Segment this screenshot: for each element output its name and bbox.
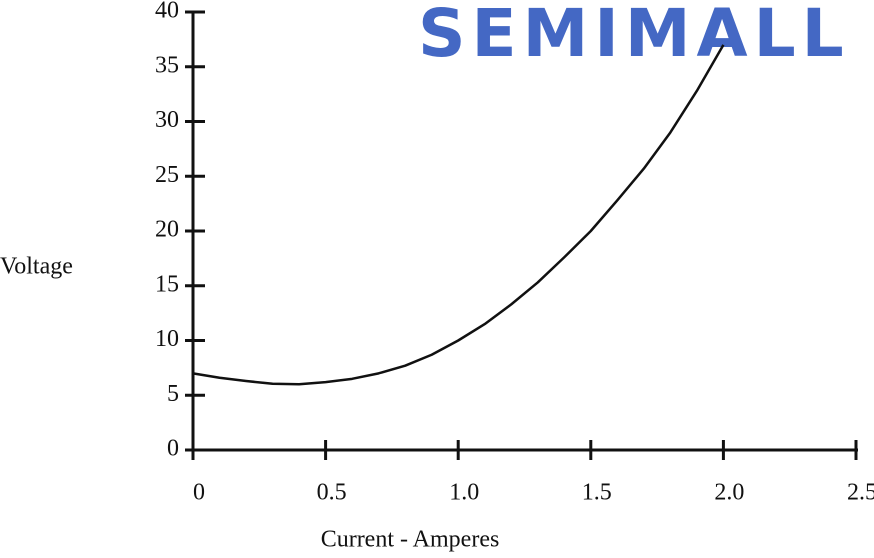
y-tick-label: 0 [167, 436, 179, 462]
x-tick-label: 1.5 [582, 480, 612, 506]
x-tick-label: 0.5 [317, 480, 347, 506]
x-tick-label: 1.0 [449, 480, 479, 506]
y-tick-label: 35 [155, 52, 179, 78]
y-tick-label: 40 [155, 0, 179, 24]
y-tick-label: 5 [167, 381, 179, 407]
y-tick-label: 20 [155, 217, 179, 243]
y-tick-label: 15 [155, 271, 179, 297]
x-tick-label: 2.5 [847, 480, 874, 506]
y-tick-label: 30 [155, 107, 179, 133]
x-axis-label: Current - Amperes [321, 527, 500, 553]
y-axis-label: Voltage [0, 254, 73, 280]
watermark: SEMIMALL [418, 0, 850, 72]
y-tick-label: 25 [155, 162, 179, 188]
y-tick-label: 10 [155, 326, 179, 352]
x-tick-label: 0 [193, 480, 205, 506]
line [192, 44, 725, 386]
x-tick-label: 2.0 [714, 480, 744, 506]
